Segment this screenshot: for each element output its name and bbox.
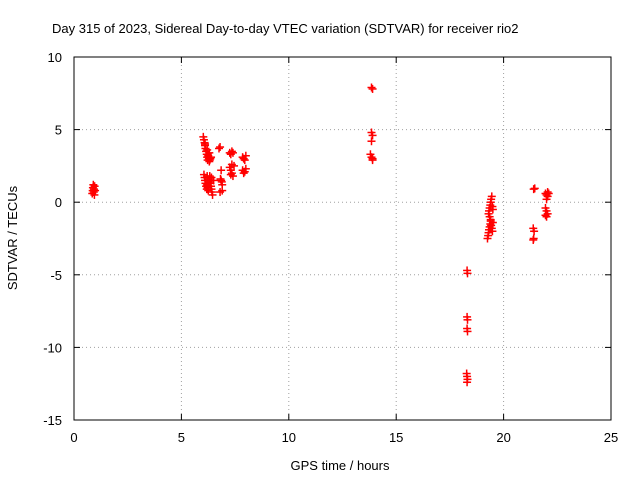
data-point xyxy=(486,215,495,224)
data-point xyxy=(207,153,216,162)
y-axis-label: SDTVAR / TECUs xyxy=(5,185,20,290)
data-point xyxy=(530,184,539,193)
data-point xyxy=(218,186,227,195)
chart-title: Day 315 of 2023, Sidereal Day-to-day VTE… xyxy=(52,21,519,36)
x-tick-label: 5 xyxy=(178,430,185,445)
grid-lines xyxy=(74,57,611,420)
data-point xyxy=(543,188,552,197)
y-tick-label: -5 xyxy=(50,268,62,283)
y-tick-label: 0 xyxy=(55,195,62,210)
data-point xyxy=(227,147,236,156)
data-point xyxy=(203,172,212,181)
data-point xyxy=(463,378,472,387)
y-tick-labels: 10 5 0 -5 -10 -15 xyxy=(43,50,62,428)
data-point xyxy=(368,156,377,165)
x-tick-label: 10 xyxy=(282,430,296,445)
x-axis-label: GPS time / hours xyxy=(291,458,390,473)
data-point xyxy=(216,143,225,152)
data-point xyxy=(368,84,377,93)
data-point xyxy=(214,144,223,153)
data-point xyxy=(488,205,497,214)
data-point xyxy=(544,189,553,198)
x-tick-label: 20 xyxy=(496,430,510,445)
data-point xyxy=(201,140,210,149)
data-point xyxy=(488,227,497,236)
data-point xyxy=(487,192,496,201)
plot-frame xyxy=(73,56,612,421)
data-point xyxy=(241,164,250,173)
x-tick-label: 0 xyxy=(70,430,77,445)
data-point xyxy=(541,211,550,220)
data-point xyxy=(542,195,551,204)
data-point xyxy=(367,137,376,146)
data-point xyxy=(542,212,551,221)
y-tick-label: 10 xyxy=(48,50,62,65)
data-point xyxy=(529,235,538,244)
data-point xyxy=(228,148,237,157)
data-point xyxy=(217,166,226,175)
x-tick-label: 15 xyxy=(389,430,403,445)
data-point xyxy=(240,156,249,165)
data-point xyxy=(227,160,236,169)
data-point xyxy=(463,315,472,324)
x-tick-label: 25 xyxy=(604,430,618,445)
y-tick-label: 5 xyxy=(55,123,62,138)
x-tick-labels: 0 5 10 15 20 25 xyxy=(70,430,618,445)
y-tick-label: -15 xyxy=(43,413,62,428)
data-point xyxy=(463,269,472,278)
data-point xyxy=(463,327,472,336)
data-point xyxy=(239,169,248,178)
data-point xyxy=(205,148,214,157)
data-point xyxy=(217,176,226,185)
data-point xyxy=(207,173,216,182)
data-point xyxy=(226,170,235,179)
data-points xyxy=(88,83,553,387)
y-tick-label: -10 xyxy=(43,340,62,355)
data-point xyxy=(91,186,100,195)
data-point xyxy=(241,151,250,160)
axis-ticks xyxy=(73,56,612,421)
data-point xyxy=(367,83,376,92)
data-point xyxy=(368,131,377,140)
data-point xyxy=(208,190,217,199)
data-point xyxy=(530,227,539,236)
